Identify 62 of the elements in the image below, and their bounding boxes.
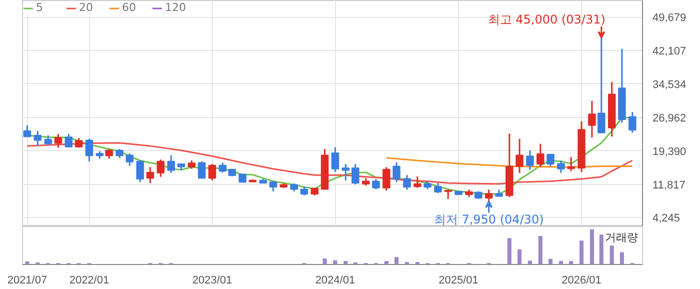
candlestick [23, 124, 32, 138]
candlestick [372, 178, 380, 190]
bar [590, 229, 594, 264]
bar [322, 258, 327, 264]
candlestick [64, 133, 73, 148]
x-tick-label: 2024/01 [315, 274, 356, 286]
x-tick-label: 2021/07 [7, 274, 48, 286]
legend-label: 60 [122, 1, 137, 14]
bar [517, 249, 522, 264]
candlestick [546, 154, 554, 167]
legend-label: 5 [36, 1, 44, 14]
candlestick [105, 148, 113, 160]
candlestick [167, 154, 175, 174]
y-tick-label: 42,107 [652, 46, 686, 58]
bar [507, 238, 512, 264]
candlestick [403, 174, 411, 190]
candlestick [126, 152, 134, 167]
candlestick [208, 163, 216, 182]
candlestick [567, 156, 575, 172]
y-tick-label: 34,534 [652, 78, 686, 91]
candlestick [331, 146, 340, 173]
y-tick-label: 11,817 [652, 179, 686, 192]
x-tick-label: 2025/01 [438, 274, 478, 286]
x-tick-label: 2023/01 [192, 274, 232, 286]
bar [610, 246, 614, 264]
candlestick [198, 160, 206, 179]
y-tick-label: 26,962 [652, 112, 686, 124]
candlestick [526, 150, 534, 171]
legend-label: 거래량 [605, 230, 638, 245]
candlestick [352, 163, 360, 186]
candlestick [536, 142, 544, 168]
candlestick [588, 100, 596, 138]
candlestick [392, 162, 400, 183]
candlestick [146, 166, 154, 184]
candlestick [156, 158, 165, 178]
bar [620, 252, 624, 264]
candlestick [557, 160, 565, 174]
candlestick [516, 138, 524, 174]
y-tick-label: 4,245 [652, 212, 680, 225]
candlestick [628, 111, 636, 134]
legend-label: 120 [165, 1, 186, 14]
x-tick-label: 2026/01 [562, 274, 602, 286]
annotation: 최저 7,950 (04/30) [434, 212, 544, 227]
candlestick [444, 188, 452, 200]
candlestick [414, 176, 422, 189]
candlestick [342, 163, 350, 182]
candlestick [34, 130, 42, 147]
x-tick-label: 2022/01 [69, 274, 110, 286]
candlestick [44, 134, 52, 146]
annotation: 최고 45,000 (03/31) [488, 12, 606, 26]
candlestick [85, 138, 94, 162]
bar [579, 240, 584, 264]
bar [394, 257, 399, 264]
y-tick-label: 49,679 [652, 12, 686, 24]
bar [538, 236, 542, 264]
candlestick [382, 166, 390, 192]
legend-label: 20 [79, 1, 94, 14]
y-tick-label: 19,390 [652, 146, 686, 158]
candlestick [434, 182, 442, 194]
candlestick [54, 133, 62, 148]
candlestick [136, 160, 144, 183]
line-series [386, 157, 634, 168]
